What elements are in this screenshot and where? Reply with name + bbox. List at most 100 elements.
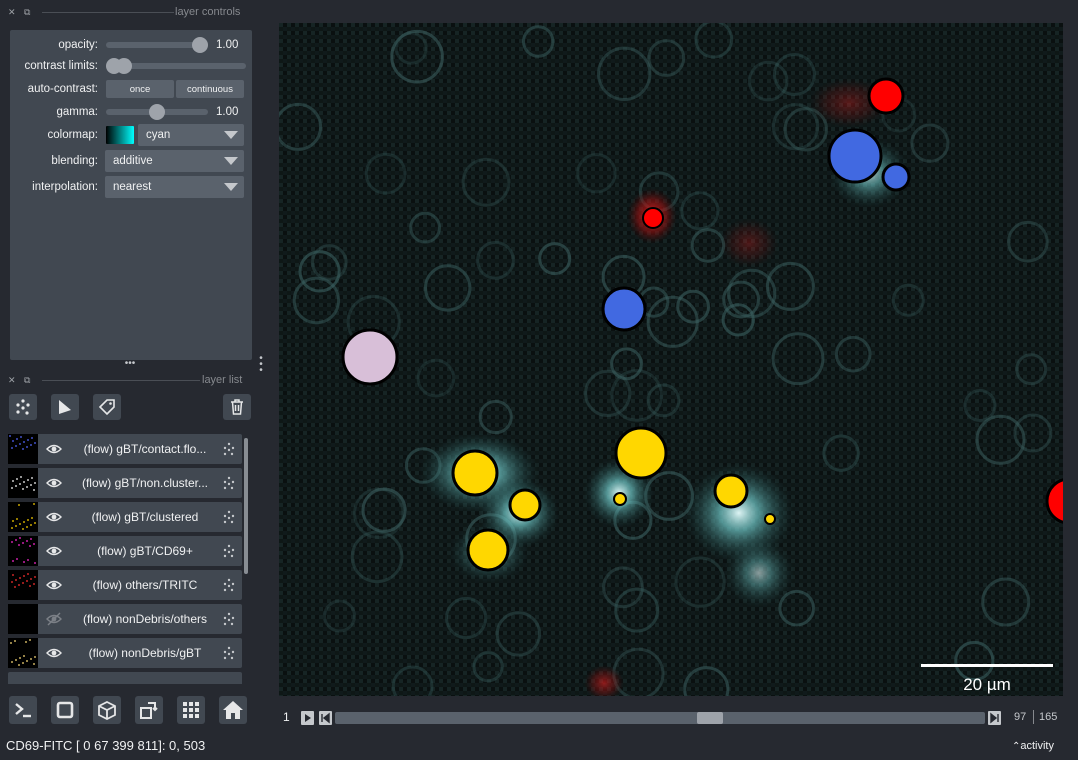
layer-row[interactable]: (flow) nonDebris/gBT: [8, 638, 242, 668]
point-marker[interactable]: [827, 128, 883, 184]
layer-row[interactable]: (flow) gBT/CD69+: [8, 536, 242, 566]
step-back-button[interactable]: [319, 711, 332, 725]
point-marker[interactable]: [1045, 478, 1063, 524]
contrast-slider[interactable]: [106, 58, 246, 74]
console-button[interactable]: [9, 696, 37, 724]
points-layer-icon: [222, 646, 236, 660]
point-marker[interactable]: [713, 473, 749, 509]
eye-icon[interactable]: [46, 578, 62, 592]
eye-icon[interactable]: [46, 646, 62, 660]
layer-thumbnail: [8, 638, 38, 668]
layer-row-partial[interactable]: [8, 672, 242, 684]
undock-icon[interactable]: ⧉: [24, 375, 31, 385]
cell-ring: [680, 191, 720, 231]
new-points-layer-button[interactable]: [9, 394, 37, 420]
step-forward-button[interactable]: [988, 711, 1001, 725]
cell-ring: [298, 250, 341, 293]
eye-icon[interactable]: [46, 544, 62, 558]
panel-splitter-handle[interactable]: •••: [124, 358, 136, 369]
float-icon[interactable]: ✕: [8, 7, 16, 17]
eye-icon[interactable]: [46, 442, 62, 456]
auto-contrast-label: auto-contrast:: [27, 83, 98, 95]
layer-list-title-bar: ✕ ⧉ layer list: [8, 372, 248, 388]
new-labels-layer-button[interactable]: [93, 394, 121, 420]
cell-ring: [584, 369, 632, 417]
grid-view-button[interactable]: [177, 696, 205, 724]
cell-ring: [954, 640, 995, 682]
colormap-select[interactable]: cyan: [138, 124, 244, 146]
interpolation-select[interactable]: nearest: [105, 176, 244, 198]
point-marker[interactable]: [867, 77, 905, 115]
layer-name: (flow) gBT/clustered: [91, 510, 199, 524]
continuous-button[interactable]: continuous: [176, 80, 244, 98]
cell-ring: [834, 335, 872, 373]
colormap-value: cyan: [146, 129, 171, 141]
home-button[interactable]: [219, 696, 247, 724]
cell-ring: [910, 123, 950, 163]
cell-ring: [783, 107, 828, 152]
grid-icon: [183, 702, 199, 718]
dims-separator: [1033, 710, 1034, 724]
dims-slider-row: 1 97 165: [279, 708, 1063, 728]
layer-row[interactable]: (flow) others/TRITC: [8, 570, 242, 600]
eye-icon[interactable]: [46, 510, 62, 524]
point-marker[interactable]: [614, 426, 668, 480]
layer-row[interactable]: (flow) nonDebris/others: [8, 604, 242, 634]
toggle-ndisplay-button[interactable]: [51, 696, 79, 724]
point-marker[interactable]: [466, 528, 510, 572]
float-icon[interactable]: ✕: [8, 375, 16, 385]
cell-ring: [323, 599, 356, 633]
dock-splitter-handle[interactable]: • • •: [259, 353, 263, 376]
gamma-slider[interactable]: [106, 104, 208, 120]
cell-ring: [1007, 220, 1049, 263]
point-marker[interactable]: [601, 286, 647, 332]
points-icon: [16, 399, 30, 415]
interpolation-label: interpolation:: [32, 181, 98, 193]
transpose-dims-button[interactable]: [135, 696, 163, 724]
point-marker[interactable]: [341, 328, 399, 386]
new-shapes-layer-button[interactable]: [51, 394, 79, 420]
cell-ring: [683, 666, 730, 696]
once-button[interactable]: once: [106, 80, 174, 98]
contrast-high-handle[interactable]: [116, 58, 132, 74]
roll-dims-button[interactable]: [93, 696, 121, 724]
layer-name: (flow) nonDebris/others: [82, 612, 208, 626]
layer-list: (flow) gBT/contact.flo... (flow) gBT/non.…: [8, 434, 244, 684]
gamma-slider-handle[interactable]: [149, 104, 165, 120]
blending-select[interactable]: additive: [105, 150, 244, 172]
cell-ring: [495, 611, 542, 657]
square-icon: [56, 701, 74, 719]
layer-row[interactable]: (flow) gBT/non.cluster...: [8, 468, 242, 498]
points-layer-icon: [222, 510, 236, 524]
cell-ring: [771, 332, 825, 386]
eye-closed-icon[interactable]: [46, 612, 62, 626]
cell-ring: [772, 53, 816, 96]
cell-ring: [461, 157, 511, 207]
opacity-slider-handle[interactable]: [192, 37, 208, 53]
point-marker[interactable]: [881, 162, 911, 192]
eye-icon[interactable]: [46, 476, 62, 490]
layer-row[interactable]: (flow) gBT/clustered: [8, 502, 242, 532]
point-marker[interactable]: [613, 492, 627, 506]
cell-ring: [602, 566, 644, 609]
dims-slider-handle[interactable]: [696, 712, 723, 724]
point-marker[interactable]: [508, 488, 542, 522]
opacity-slider[interactable]: [106, 37, 208, 53]
play-button[interactable]: [301, 711, 314, 725]
dims-slider-track[interactable]: [335, 712, 985, 724]
image-canvas[interactable]: 20 µm: [279, 23, 1063, 696]
glow: [719, 218, 779, 268]
point-marker[interactable]: [764, 513, 776, 525]
delete-layer-button[interactable]: [223, 394, 251, 420]
cell-ring: [975, 414, 1026, 465]
dims-total: 165: [1039, 711, 1058, 723]
cell-ring: [1015, 353, 1048, 386]
cell-ring: [472, 651, 504, 683]
point-marker[interactable]: [642, 207, 664, 229]
layer-thumbnail: [8, 468, 38, 498]
point-marker[interactable]: [451, 449, 499, 497]
undock-icon[interactable]: ⧉: [24, 7, 31, 17]
layer-row[interactable]: (flow) gBT/contact.flo...: [8, 434, 242, 464]
layer-list-scrollbar[interactable]: [244, 438, 248, 574]
activity-button[interactable]: ⌃activity: [1012, 740, 1054, 752]
